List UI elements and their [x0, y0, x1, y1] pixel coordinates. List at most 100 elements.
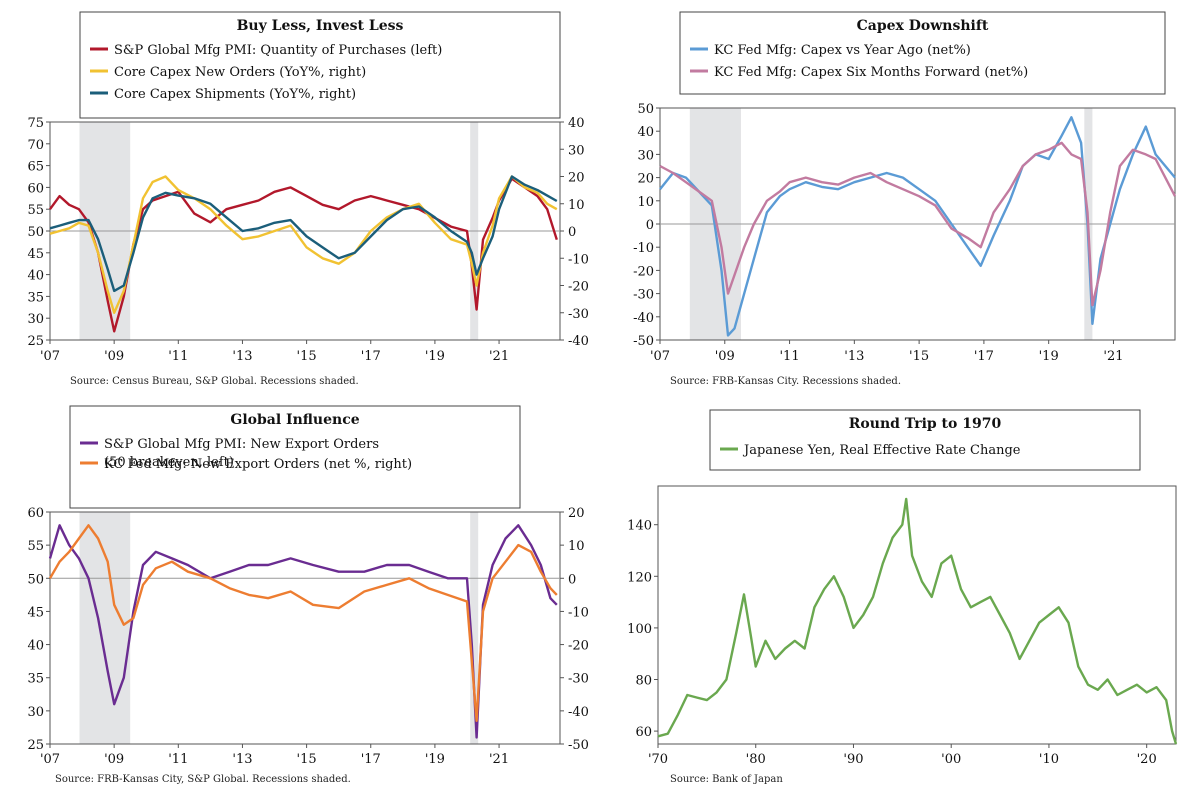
y2-tick-label: 30	[568, 143, 585, 158]
y-tick-label: -50	[633, 334, 654, 349]
y2-tick-label: -20	[568, 280, 589, 295]
recession-band	[470, 512, 479, 744]
x-tick-label: '11	[779, 349, 799, 364]
x-tick-label: '11	[168, 752, 188, 767]
y2-tick-label: 10	[568, 198, 585, 213]
x-tick-label: '13	[232, 349, 252, 364]
x-tick-label: '15	[909, 349, 929, 364]
y-tick-label: -10	[633, 241, 654, 256]
y2-tick-label: -20	[568, 639, 589, 654]
y-tick-label: 60	[635, 725, 652, 740]
x-tick-label: '21	[489, 349, 509, 364]
chart-panel-3: 60 55 50 45 40 35 30 25 20 10 0 -10 -20 -30 -40 -50 '07 '…	[27, 405, 589, 785]
y-tick-label: 70	[27, 138, 44, 153]
x-tick-label: '09	[104, 349, 124, 364]
chart-title: Buy Less, Invest Less	[237, 18, 404, 34]
y-tick-label: -30	[633, 288, 654, 303]
legend-label: Core Capex Shipments (YoY%, right)	[114, 87, 356, 102]
legend-box	[79, 11, 561, 119]
y-tick-label: -20	[633, 264, 654, 279]
y-tick-label: 75	[27, 116, 44, 131]
series-line-1	[657, 497, 1178, 745]
x-tick-label: '19	[425, 752, 445, 767]
y2-tick-label: 20	[568, 506, 585, 521]
chart-title: Capex Downshift	[857, 18, 989, 34]
x-tick-label: '21	[489, 752, 509, 767]
series-line-3	[49, 175, 558, 293]
x-tick-label: '07	[40, 752, 60, 767]
legend-box	[69, 405, 521, 509]
y-tick-label: 120	[627, 570, 652, 585]
y-tick-label: 50	[27, 225, 44, 240]
y-tick-label: 60	[27, 506, 44, 521]
source-note: Source: FRB-Kansas City. Recessions shad…	[670, 376, 901, 387]
x-tick-label: '21	[1103, 349, 1123, 364]
y-tick-label: 55	[27, 539, 44, 554]
legend-label-cont: (50 breakeven, left)	[104, 455, 234, 470]
legend-label: S&P Global Mfg PMI: Quantity of Purchase…	[114, 43, 442, 58]
legend-label: S&P Global Mfg PMI: New Export Orders	[104, 437, 379, 452]
y-tick-label: 25	[27, 738, 44, 753]
y2-tick-label: -40	[568, 334, 589, 349]
chart-panel-2: 50 40 30 20 10 0 -10 -20 -30 -40 -50'07 '09 '11 '13 '1…	[633, 11, 1177, 387]
chart-panel-1: 75 70 65 60 55 50 45 40 35 30 25 40 30 20 10 0 -10 -20 -30…	[27, 11, 589, 387]
legend-label: KC Fed Mfg: New Export Orders (net %, ri…	[104, 457, 412, 472]
legend-label: KC Fed Mfg: Capex Six Months Forward (ne…	[714, 65, 1028, 80]
legend-label: Core Capex New Orders (YoY%, right)	[114, 65, 366, 80]
y-tick-label: 40	[27, 639, 44, 654]
y-tick-label: 45	[27, 247, 44, 262]
y-tick-label: 45	[27, 605, 44, 620]
x-tick-label: '07	[40, 349, 60, 364]
x-tick-label: '70	[648, 752, 668, 767]
y-tick-label: 100	[627, 622, 652, 637]
source-note: Source: FRB-Kansas City, S&P Global. Rec…	[55, 774, 351, 785]
series-line-2	[49, 175, 558, 314]
plot-frame	[657, 485, 1177, 745]
legend-label: KC Fed Mfg: Capex vs Year Ago (net%)	[714, 43, 971, 58]
x-tick-label: '13	[232, 752, 252, 767]
legend-box	[709, 409, 1141, 471]
y2-tick-label: -40	[568, 705, 589, 720]
y-tick-label: 35	[27, 290, 44, 305]
y2-tick-label: 40	[568, 116, 585, 131]
x-tick-label: '17	[361, 349, 381, 364]
y-tick-label: 50	[27, 572, 44, 587]
chart-title: Global Influence	[230, 412, 359, 428]
y-tick-label: 20	[637, 172, 654, 187]
y-tick-label: 65	[27, 160, 44, 175]
series-line-1	[49, 177, 558, 333]
y-tick-label: -40	[633, 311, 654, 326]
x-tick-label: '00	[941, 752, 961, 767]
y-tick-label: 25	[27, 334, 44, 349]
y2-tick-label: -10	[568, 605, 589, 620]
x-tick-label: '09	[104, 752, 124, 767]
x-tick-label: '07	[650, 349, 670, 364]
y-tick-label: 30	[637, 148, 654, 163]
recession-band	[79, 512, 131, 744]
y-tick-label: 140	[627, 519, 652, 534]
y2-tick-label: 10	[568, 539, 585, 554]
x-tick-label: '15	[297, 752, 317, 767]
y-tick-label: 35	[27, 672, 44, 687]
x-tick-label: '20	[1137, 752, 1157, 767]
y2-tick-label: -30	[568, 672, 589, 687]
y-tick-label: 30	[27, 312, 44, 327]
x-tick-label: '10	[1039, 752, 1059, 767]
y-tick-label: 60	[27, 181, 44, 196]
x-tick-label: '17	[361, 752, 381, 767]
y-tick-label: 50	[637, 102, 654, 117]
y2-tick-label: -30	[568, 307, 589, 322]
source-note: Source: Census Bureau, S&P Global. Reces…	[70, 376, 359, 387]
chart-panel-4: 140 120 100 80 60 '70 '80 '90 '00 '10 '20 Round Tri…	[627, 409, 1178, 785]
x-tick-label: '09	[715, 349, 735, 364]
x-tick-label: '19	[1039, 349, 1059, 364]
series-line-1	[659, 116, 1176, 337]
x-tick-label: '17	[974, 349, 994, 364]
y-tick-label: 80	[635, 674, 652, 689]
legend-box	[679, 11, 1166, 95]
source-note: Source: Bank of Japan	[670, 774, 783, 785]
y2-tick-label: 0	[568, 572, 576, 587]
y-tick-label: 40	[637, 125, 654, 140]
x-tick-label: '90	[843, 752, 863, 767]
